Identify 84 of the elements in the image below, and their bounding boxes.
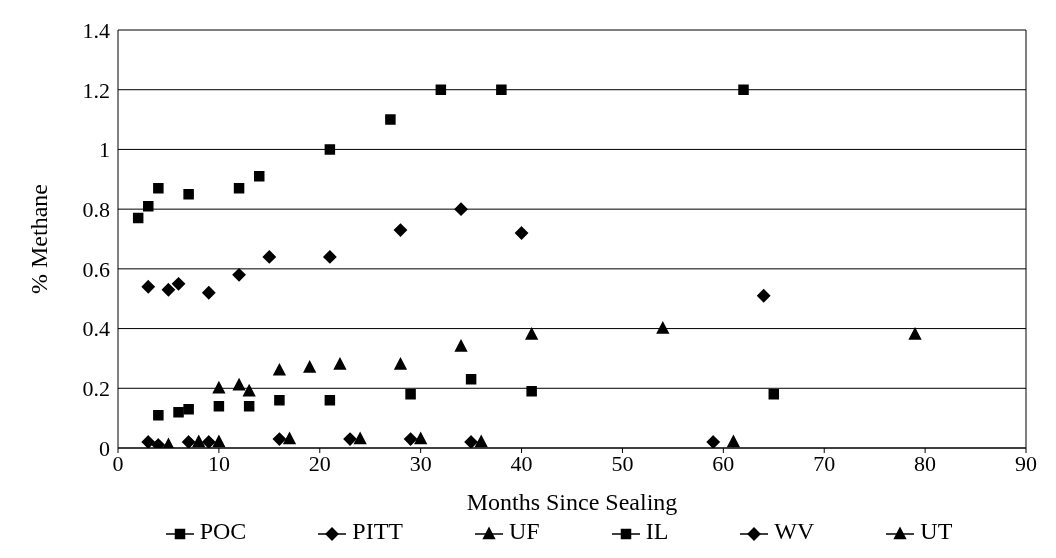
y-axis-title: % Methane <box>25 184 52 294</box>
point <box>143 200 154 212</box>
y-tick-label: 0.2 <box>82 376 110 402</box>
point <box>394 357 407 370</box>
point <box>141 280 155 294</box>
y-tick-label: 1.4 <box>82 17 110 43</box>
point <box>385 114 396 125</box>
point <box>272 432 287 446</box>
point <box>333 357 347 370</box>
legend-label: WV <box>774 518 815 545</box>
x-tick-label: 50 <box>611 450 634 476</box>
y-tick-label: 0.8 <box>82 196 110 222</box>
point <box>706 435 720 448</box>
y-tick-label: 1 <box>99 137 110 163</box>
point <box>435 84 447 95</box>
point <box>262 250 276 264</box>
legend-label: UT <box>920 518 953 545</box>
point <box>405 389 416 400</box>
point <box>213 400 225 412</box>
x-tick-label: 40 <box>510 450 533 476</box>
point <box>243 384 256 397</box>
point <box>132 212 144 224</box>
point <box>768 389 780 400</box>
point <box>182 435 196 448</box>
point <box>233 182 245 194</box>
point <box>274 394 285 406</box>
point <box>183 403 194 415</box>
point <box>465 374 477 385</box>
point <box>153 182 164 194</box>
point <box>283 432 296 445</box>
point <box>324 394 336 406</box>
point <box>323 250 337 264</box>
point <box>738 84 749 95</box>
y-tick-label: 0.4 <box>82 316 110 342</box>
point <box>141 435 155 448</box>
x-tick-label: 20 <box>308 450 331 476</box>
point <box>514 226 529 240</box>
point <box>202 435 216 448</box>
point <box>454 202 468 216</box>
x-tick-label: 60 <box>712 450 735 476</box>
legend-label: PITT <box>352 518 404 545</box>
point <box>303 360 316 373</box>
point <box>656 321 669 334</box>
point <box>253 171 265 182</box>
x-tick-label: 70 <box>813 450 836 476</box>
point <box>403 432 418 446</box>
point <box>212 381 226 394</box>
point <box>526 386 537 397</box>
point <box>171 277 186 291</box>
point <box>173 406 184 418</box>
point <box>273 363 286 376</box>
x-tick-label: 10 <box>207 450 230 476</box>
point <box>183 188 194 200</box>
x-tick-label: 90 <box>1015 450 1037 476</box>
point <box>393 223 408 237</box>
point <box>464 435 478 448</box>
point <box>475 435 488 448</box>
point <box>192 435 205 448</box>
point <box>232 268 246 282</box>
point <box>343 432 357 446</box>
point <box>496 84 507 95</box>
point <box>212 435 226 448</box>
point <box>454 339 468 352</box>
legend-label: IL <box>645 518 669 545</box>
x-tick-label: 80 <box>914 450 937 476</box>
y-tick-label: 1.2 <box>82 77 110 103</box>
point <box>414 432 427 445</box>
point <box>757 289 771 303</box>
point <box>353 432 367 445</box>
point <box>525 327 538 340</box>
point <box>324 144 336 155</box>
legend-label: UF <box>509 518 540 545</box>
point <box>151 438 165 448</box>
point <box>908 327 922 340</box>
point <box>727 435 740 448</box>
x-tick-label: 30 <box>409 450 432 476</box>
point <box>202 286 216 300</box>
x-axis-title: Months Since Sealing <box>466 489 678 515</box>
y-tick-label: 0.6 <box>82 256 110 282</box>
point <box>232 378 246 391</box>
point <box>243 400 255 412</box>
legend-label: POC <box>199 518 247 545</box>
point <box>153 409 164 421</box>
point <box>161 283 176 297</box>
